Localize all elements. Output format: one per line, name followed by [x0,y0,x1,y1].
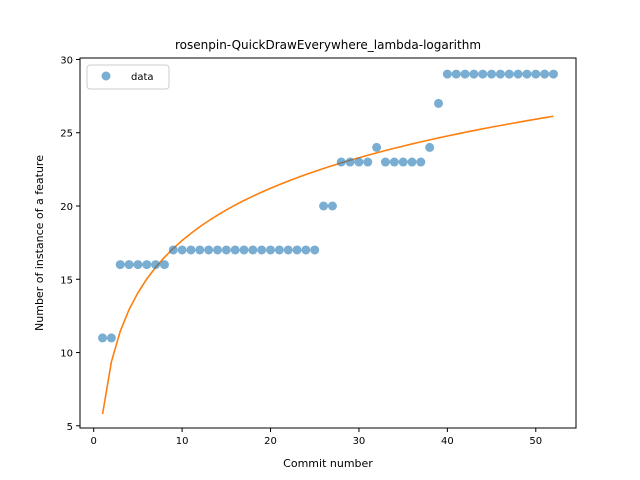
legend: data [86,64,170,90]
data-point [124,260,134,270]
data-point [204,245,214,255]
data-point [460,69,470,79]
data-point [548,69,558,79]
data-point [133,260,143,270]
x-tick-label: 30 [353,436,366,447]
y-axis-label: Number of instance of a feature [33,155,46,331]
x-axis: 0 10 20 30 40 50 [91,428,542,447]
data-point [495,69,505,79]
data-point [478,69,488,79]
y-tick-label: 20 [60,202,73,213]
data-point [248,245,258,255]
data-point [398,157,408,167]
data-point [221,245,231,255]
legend-label: data [131,72,154,83]
data-point [106,333,116,343]
x-tick-label: 0 [91,436,97,447]
data-point [115,260,125,270]
data-point [151,260,161,270]
data-point [327,201,337,211]
data-point [310,245,320,255]
data-point [380,157,390,167]
data-point [487,69,497,79]
data-point [372,142,382,152]
data-point [522,69,532,79]
data-point [434,98,444,108]
data-point [363,157,373,167]
data-point [230,245,240,255]
data-point [98,333,108,343]
legend-marker [101,71,111,81]
data-point [274,245,284,255]
plot-area [98,69,558,415]
y-tick-label: 30 [60,55,73,66]
data-point [142,260,152,270]
data-point [159,260,169,270]
x-axis-label: Commit number [283,457,373,470]
data-point [513,69,523,79]
y-tick-label: 15 [60,275,73,286]
data-point [469,69,479,79]
y-tick-label: 25 [60,129,73,140]
data-point [354,157,364,167]
data-point [407,157,417,167]
data-point [416,157,426,167]
data-point [283,245,293,255]
plot-frame [79,57,577,429]
data-point [345,157,355,167]
x-tick-label: 50 [529,436,542,447]
data-point [319,201,329,211]
data-point [212,245,222,255]
y-axis: 5 10 15 20 25 30 [60,55,80,433]
data-point [239,245,249,255]
data-point [266,245,276,255]
data-point [389,157,399,167]
data-point [257,245,267,255]
x-tick-label: 40 [441,436,454,447]
data-point [301,245,311,255]
data-point [168,245,178,255]
fit-line [101,115,554,415]
data-point [442,69,452,79]
x-tick-label: 10 [176,436,189,447]
data-point [292,245,302,255]
data-point [425,142,435,152]
y-tick-label: 5 [67,422,73,433]
data-point [186,245,196,255]
data-point [531,69,541,79]
data-point [336,157,346,167]
x-tick-label: 20 [264,436,277,447]
data-point [177,245,187,255]
data-point [540,69,550,79]
data-point [195,245,205,255]
y-tick-label: 10 [60,349,73,360]
legend-box [86,64,170,90]
chart-title: rosenpin-QuickDrawEverywhere_lambda-loga… [175,38,481,52]
data-point [451,69,461,79]
data-point [504,69,514,79]
